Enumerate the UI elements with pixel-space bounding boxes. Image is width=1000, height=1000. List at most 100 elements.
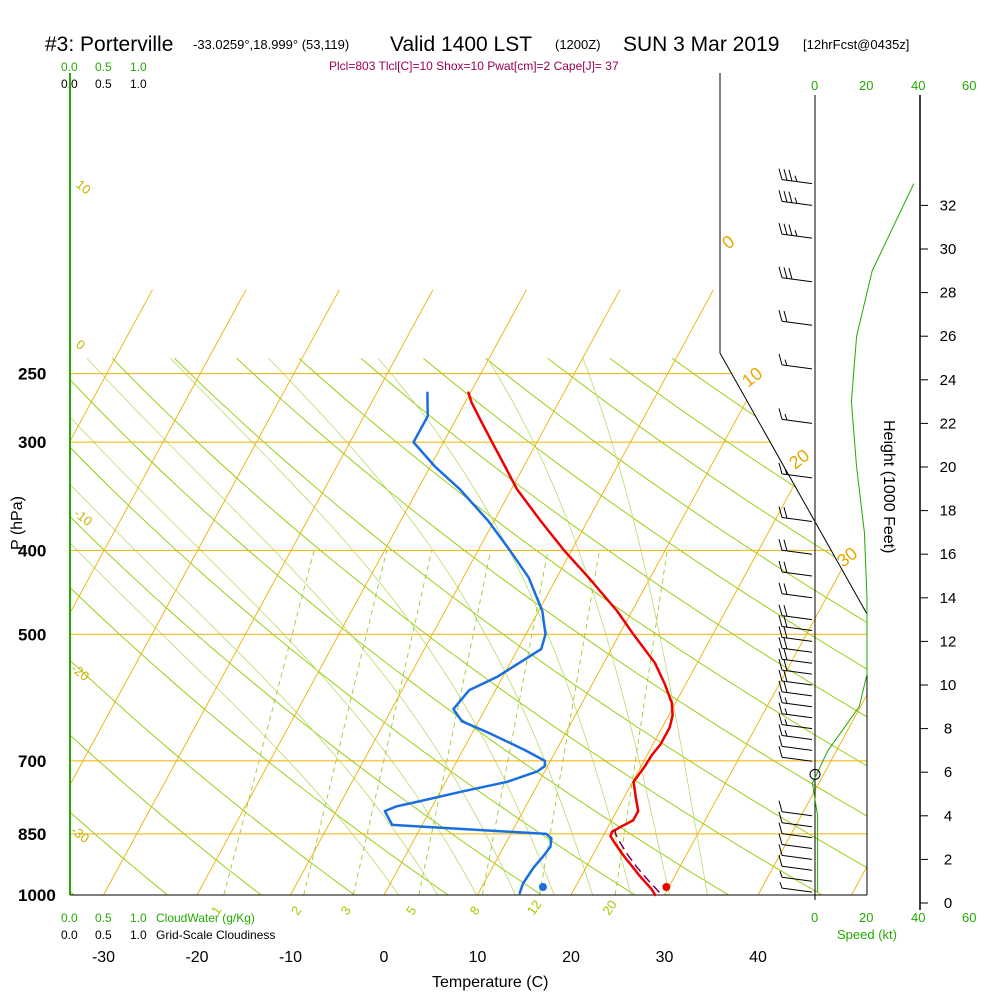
wind-barb-flag — [778, 604, 783, 616]
speed-tick-bottom-20: 20 — [859, 910, 873, 925]
wind-barb-flag — [778, 648, 783, 660]
isotherm — [186, 289, 527, 895]
height-tick: 24 — [940, 372, 957, 389]
cloud-scale-green-top-2: 1.0 — [130, 60, 147, 74]
wind-barb — [778, 735, 813, 751]
wind-barb-half — [784, 719, 788, 726]
mixing-ratio-line — [614, 550, 668, 895]
wind-barb — [778, 800, 813, 817]
wind-barb-flag — [783, 310, 788, 323]
wind-barb-flag — [778, 855, 783, 867]
moist-adiabat — [268, 358, 599, 895]
wind-barb — [778, 506, 813, 522]
wind-barb — [778, 626, 813, 642]
cloud-scale-black-bottom-1: 0.5 — [95, 928, 112, 942]
wind-barb-flag — [778, 637, 783, 649]
isotherm — [70, 289, 340, 895]
height-tick: 20 — [940, 459, 957, 476]
cloud-scale-black-top-2: 1.0 — [130, 77, 147, 91]
wind-barb — [778, 310, 813, 326]
height-tick: 16 — [940, 546, 957, 563]
valid-date: SUN 3 Mar 2019 — [623, 33, 779, 56]
cloud-scale-green-bottom-0: 0.0 — [61, 911, 78, 925]
plot-frame — [69, 73, 921, 910]
dry-adiabat — [70, 358, 570, 895]
height-tick: 2 — [944, 851, 952, 868]
wind-barb-half — [784, 697, 788, 704]
wind-barb-flag — [778, 190, 783, 202]
dry-adiabat — [174, 357, 867, 895]
mixing-ratio-line — [352, 550, 432, 895]
wind-barb — [779, 871, 813, 882]
wind-barb — [778, 658, 813, 675]
wind-barb-flag — [783, 681, 788, 693]
wind-barb-flag — [778, 582, 783, 594]
wind-barb-flag — [788, 267, 793, 280]
height-tick: 10 — [940, 677, 957, 694]
dry-adiabat — [70, 358, 286, 895]
wind-barb-half — [794, 230, 798, 237]
height-tick: 32 — [940, 197, 957, 214]
wind-barb-flag — [778, 724, 783, 736]
isotherm-label: 10 — [73, 177, 94, 198]
speed-axis-label: Speed (kt) — [837, 927, 897, 942]
isotherm-label: -10 — [71, 506, 95, 529]
wind-barb-flag — [778, 713, 783, 725]
pressure-tick: 500 — [18, 625, 46, 644]
speed-tick-bottom-60: 60 — [962, 910, 976, 925]
wind-barb-flag — [783, 605, 788, 617]
wind-barb-staff — [781, 844, 813, 849]
mixing-ratio-line — [418, 550, 492, 895]
wind-barb-flag — [783, 539, 788, 552]
wind-barb-half — [784, 413, 788, 421]
wind-barb-flag — [783, 616, 788, 628]
wind-barb — [778, 560, 813, 577]
temperature-tick: -20 — [185, 949, 208, 966]
wind-barb-flag — [778, 462, 783, 475]
wind-barb — [778, 222, 813, 239]
dry-adiabat — [360, 357, 867, 895]
wind-barb — [778, 669, 813, 686]
moist-adiabat — [70, 358, 412, 895]
temperature-tick: 20 — [562, 949, 580, 966]
dewpoint-line — [383, 391, 553, 895]
wind-barb-flag — [783, 626, 788, 639]
wind-barb — [778, 637, 813, 653]
wind-barb-flag — [783, 169, 788, 181]
wind-barb-flag — [783, 190, 788, 203]
mixing-ratio-line — [481, 550, 549, 895]
wind-speed-line — [811, 183, 915, 893]
wind-barb-staff — [781, 833, 813, 839]
cloud-scale-top: 0.0 0.5 1.0 0.0 0.5 1.0 — [61, 60, 147, 91]
mixing-ratio-labels: 1 2 3 5 8 12 20 — [208, 897, 620, 917]
wind-barb — [778, 615, 813, 631]
wind-barb — [778, 266, 813, 283]
wind-barb — [778, 702, 813, 719]
wind-barb-flag — [778, 691, 783, 703]
wind-barb-flag — [783, 223, 788, 235]
height-tick: 28 — [940, 285, 957, 302]
surface-temperature-dot — [662, 883, 671, 891]
isotherm — [70, 289, 247, 895]
temperature-tick: -30 — [92, 949, 115, 966]
wind-barb-flag — [783, 507, 788, 519]
wind-barb — [778, 680, 813, 697]
forecast-info: [12hrFcst@0435z] — [803, 37, 909, 52]
cloud-scale-bottom: 0.0 0.5 1.0 CloudWater (g/Kg) 0.0 0.5 1.… — [61, 911, 275, 942]
wind-barb-staff — [781, 745, 813, 751]
wind-barb — [778, 648, 813, 664]
wind-barb-half — [779, 871, 783, 878]
pressure-tick: 700 — [18, 752, 46, 771]
height-tick: 12 — [940, 633, 957, 650]
dry-adiabat — [423, 357, 867, 895]
wind-barb-half — [784, 708, 788, 715]
wind-barb-flag — [783, 267, 788, 279]
wind-barb — [778, 811, 813, 828]
background-lines — [70, 289, 867, 895]
speed-tick-top-40: 40 — [911, 78, 925, 93]
mixing-ratio-label: 2 — [288, 903, 304, 918]
dry-adiabat — [70, 358, 665, 895]
cloud-scale-black-top-1: 0.5 — [95, 77, 112, 91]
wind-barb-flag — [783, 561, 788, 573]
